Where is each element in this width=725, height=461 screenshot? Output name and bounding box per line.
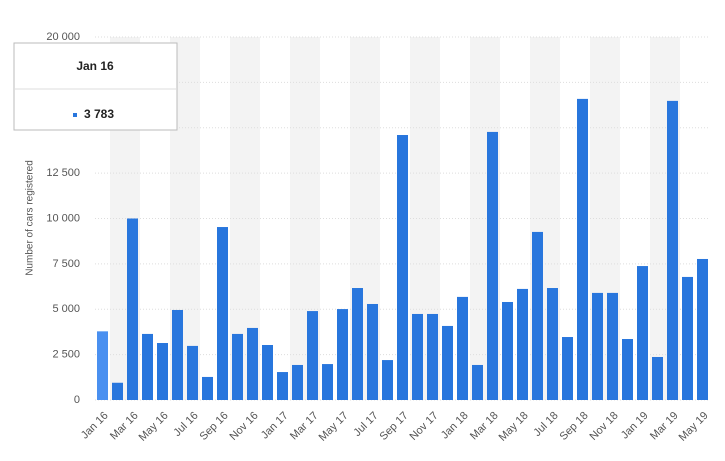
bar	[637, 266, 648, 400]
x-tick-label: Mar 19	[648, 410, 681, 443]
bar	[142, 333, 153, 400]
y-tick-label: 20 000	[46, 31, 80, 43]
x-tick-label: Jan 16	[79, 410, 111, 442]
bar	[487, 131, 498, 400]
bar	[532, 231, 543, 400]
tooltip-title: Jan 16	[76, 59, 114, 73]
x-tick-label: May 17	[317, 410, 351, 444]
bar	[427, 313, 438, 400]
bar	[172, 309, 183, 400]
bar	[592, 292, 603, 400]
bar	[97, 331, 108, 400]
y-tick-label: 2 500	[52, 349, 80, 361]
bar	[202, 376, 213, 400]
y-tick-label: 5 000	[52, 303, 80, 315]
bar	[157, 343, 168, 400]
bar	[502, 301, 513, 400]
x-tick-label: Jan 18	[439, 410, 471, 442]
bar	[307, 311, 318, 400]
bar	[442, 325, 453, 400]
bar	[112, 382, 123, 400]
bar	[457, 296, 468, 400]
x-tick-label: Nov 18	[588, 410, 621, 443]
bar	[277, 372, 288, 400]
bar	[247, 327, 258, 400]
y-tick-label: 12 500	[46, 167, 80, 179]
bar	[412, 313, 423, 400]
bar	[232, 333, 243, 400]
bar	[337, 309, 348, 400]
y-tick-label: 0	[74, 394, 80, 406]
bar	[697, 258, 708, 400]
bar	[577, 98, 588, 400]
background	[95, 36, 710, 401]
tooltip-value: 3 783	[84, 107, 114, 121]
bar	[472, 364, 483, 400]
bar	[607, 292, 618, 400]
tooltip: Jan 16 3 783	[13, 42, 178, 131]
x-tick-label: Jan 19	[619, 410, 651, 442]
x-tick-label: Jul 18	[531, 410, 560, 439]
y-tick-label: 7 500	[52, 258, 80, 270]
x-tick-label: Jan 17	[259, 410, 291, 442]
bar	[547, 288, 558, 400]
x-tick-label: Sep 18	[558, 410, 591, 443]
x-tick-label: May 19	[677, 410, 711, 444]
bar	[562, 337, 573, 400]
bar	[217, 227, 228, 400]
x-tick-label: Mar 18	[468, 410, 501, 443]
y-tick-label: 10 000	[46, 212, 80, 224]
bar	[667, 100, 678, 400]
bar	[517, 288, 528, 400]
x-tick-label: May 16	[137, 410, 171, 444]
bar	[322, 364, 333, 400]
x-tick-label: Nov 16	[228, 410, 261, 443]
tooltip-box	[13, 42, 178, 131]
bar	[127, 218, 138, 400]
bar	[292, 364, 303, 400]
bar	[367, 303, 378, 400]
x-tick-label: Nov 17	[408, 410, 441, 443]
bar	[652, 356, 663, 400]
bar	[262, 345, 273, 400]
x-tick-label: Jul 16	[171, 410, 200, 439]
x-tick-label: Mar 17	[288, 410, 321, 443]
bar	[682, 276, 693, 400]
bar	[352, 288, 363, 400]
tooltip-bullet	[73, 113, 77, 117]
y-axis-label: Number of cars registered	[25, 160, 36, 276]
bar	[187, 345, 198, 400]
x-tick-label: Sep 17	[378, 410, 411, 443]
x-tick-label: Sep 16	[198, 410, 231, 443]
x-tick-label: Mar 16	[108, 410, 141, 443]
x-tick-label: Jul 17	[351, 410, 380, 439]
bar	[382, 360, 393, 400]
bar	[397, 135, 408, 400]
bar	[622, 339, 633, 400]
x-tick-label: May 18	[497, 410, 531, 444]
